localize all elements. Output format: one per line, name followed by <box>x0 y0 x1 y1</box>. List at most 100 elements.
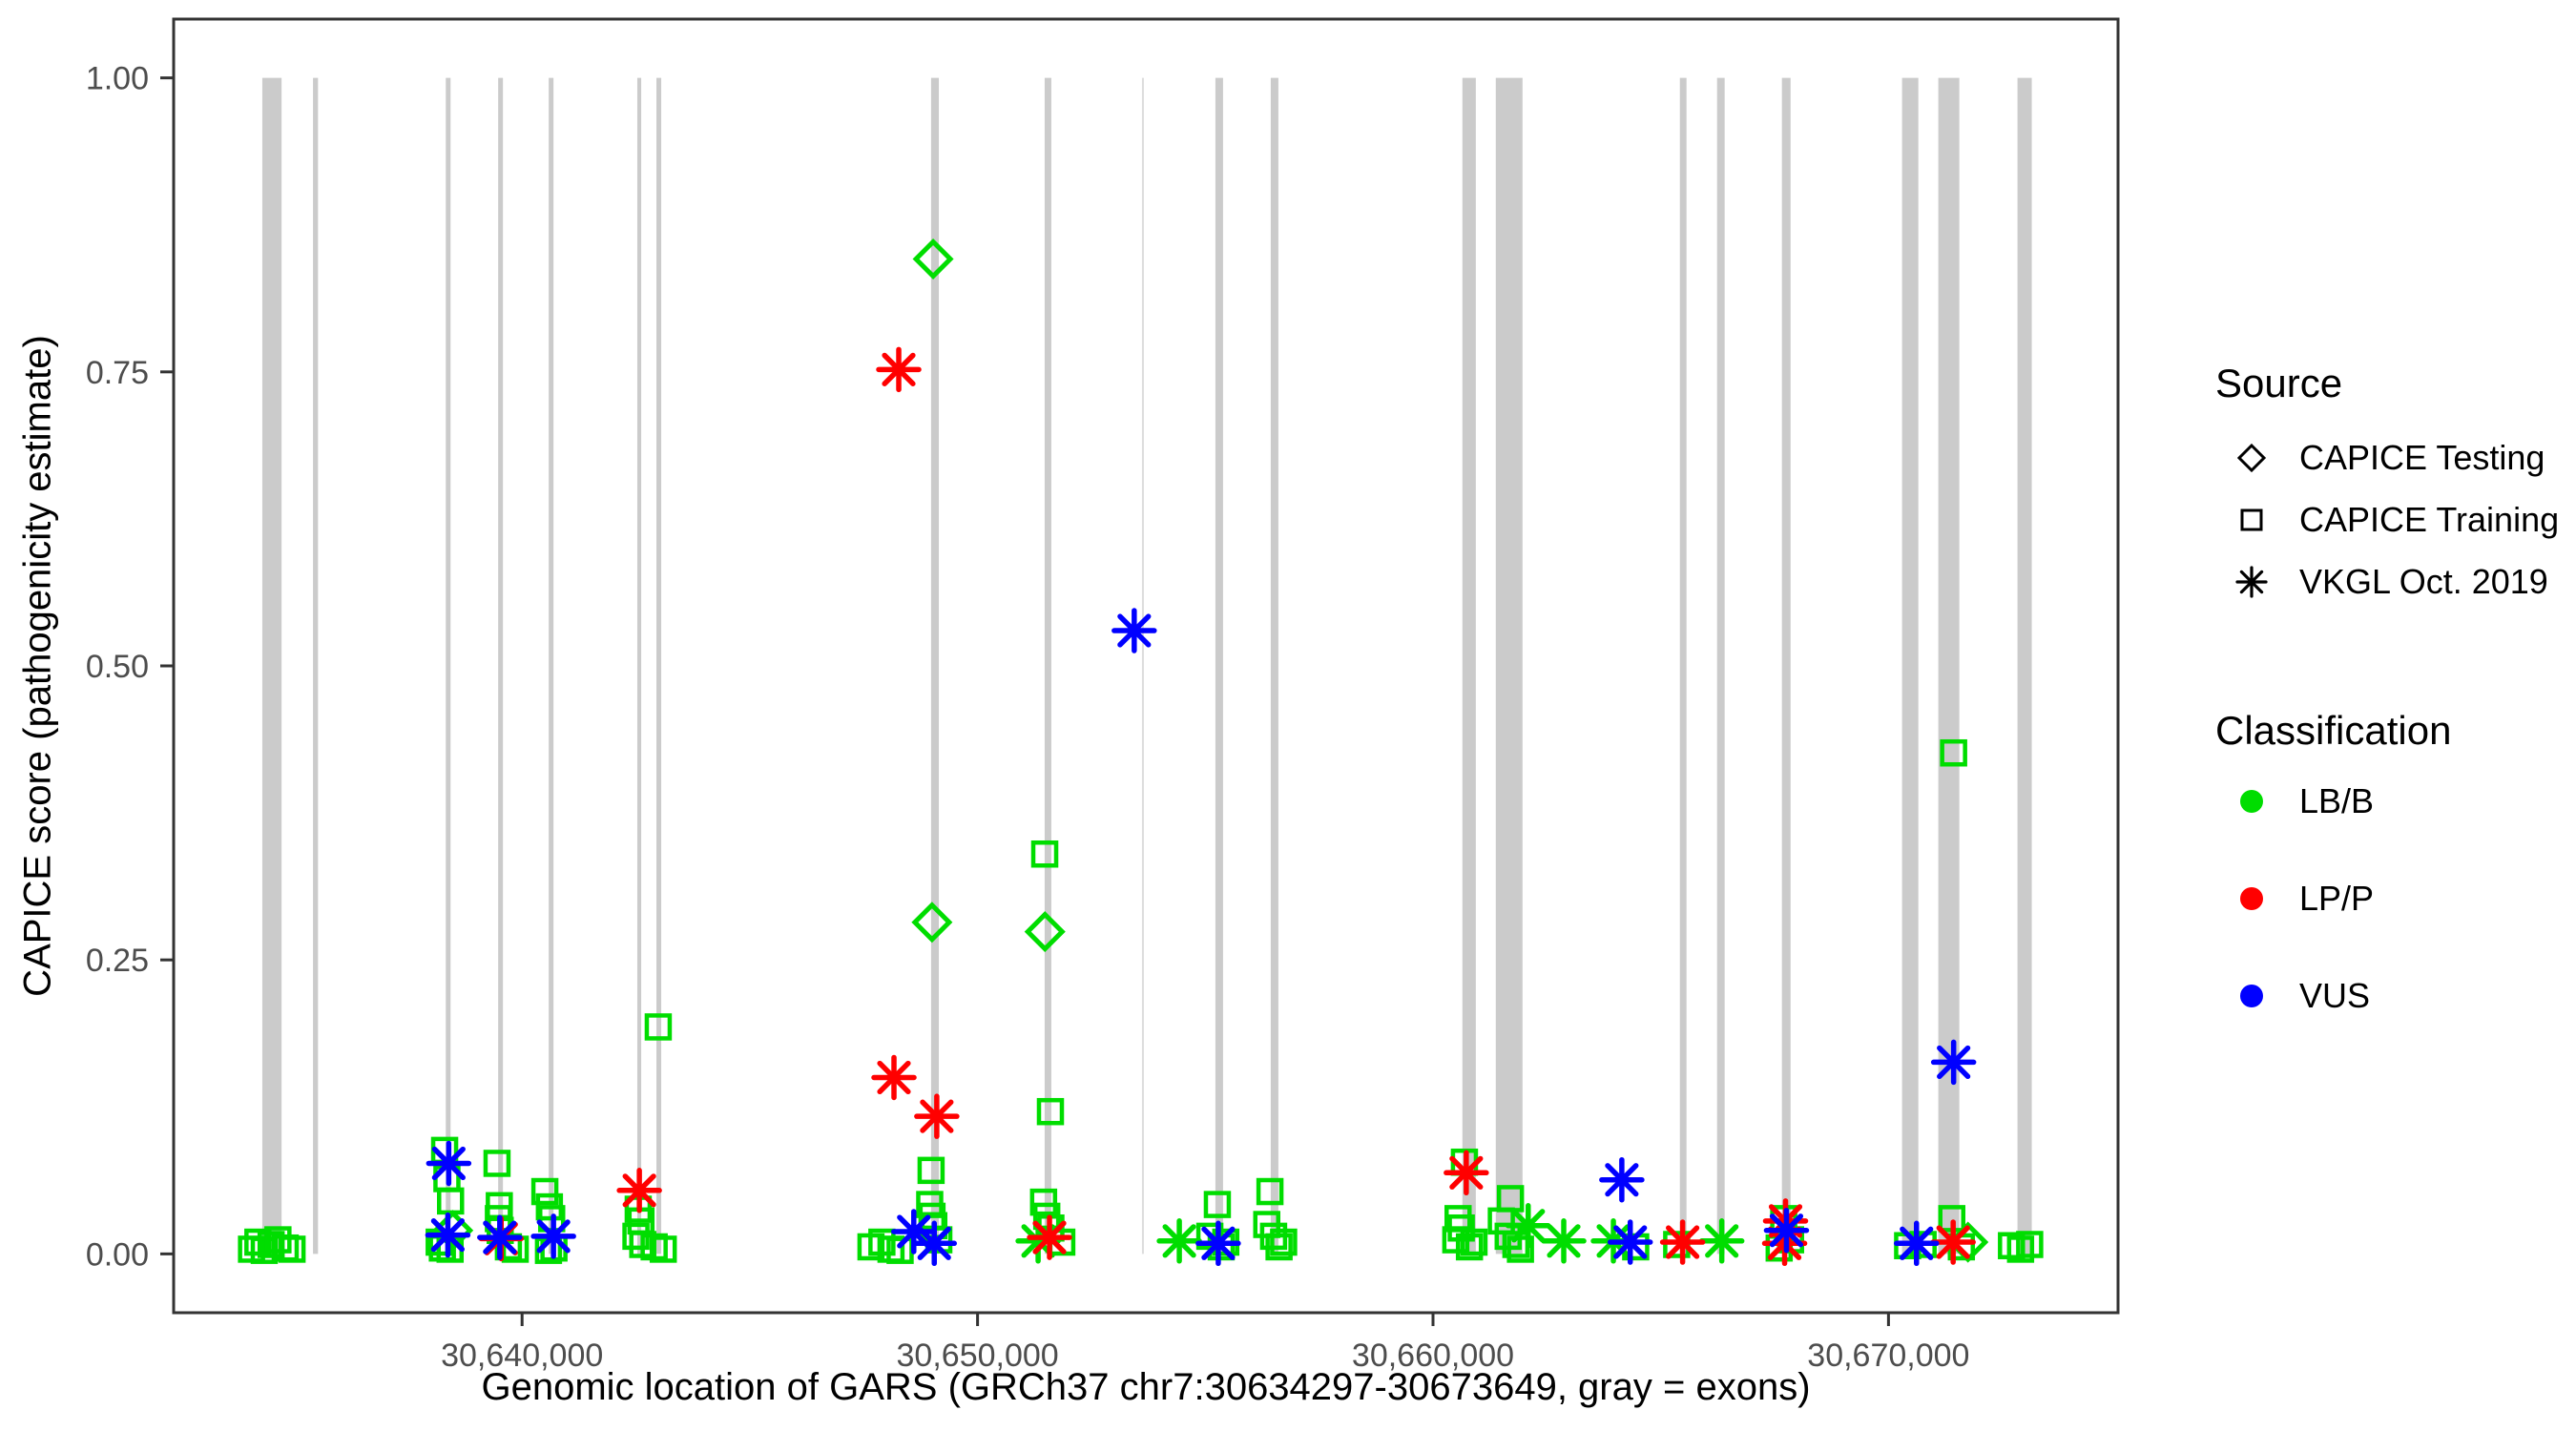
legend-item-label: CAPICE Testing <box>2299 438 2545 477</box>
point-square <box>530 1177 559 1206</box>
legend-source-title: Source <box>2215 361 2343 405</box>
point-diamond <box>911 902 953 944</box>
point-square <box>1502 1231 1530 1258</box>
exon-bar <box>446 77 451 1255</box>
point-square <box>649 1235 677 1263</box>
exon-bar <box>1495 77 1523 1255</box>
y-tick-label: 0.75 <box>86 355 149 391</box>
vus-dot-icon <box>2231 975 2273 1017</box>
exon-bar <box>1044 77 1051 1255</box>
point-asterisk <box>1763 1207 1810 1254</box>
exon-bar <box>261 77 282 1255</box>
legend-item-label: LP/P <box>2299 879 2375 918</box>
legend-item-label: VUS <box>2299 976 2371 1015</box>
legend-item-capice-training: CAPICE Training <box>2231 491 2559 549</box>
point-asterisk <box>876 346 922 393</box>
point-asterisk <box>1599 1156 1645 1203</box>
point-square <box>1940 738 1967 767</box>
x-axis-title: Genomic location of GARS (GRCh37 chr7:30… <box>481 1366 1811 1408</box>
point-square <box>917 1156 945 1185</box>
point-asterisk <box>426 1140 472 1187</box>
point-asterisk <box>1930 1039 1977 1086</box>
point-square <box>1270 1228 1298 1256</box>
point-asterisk <box>871 1054 917 1101</box>
exon-bar <box>930 77 940 1255</box>
y-axis-title-text: CAPICE score (pathogenicity estimate) <box>16 335 59 997</box>
point-square <box>1030 840 1059 868</box>
point-square <box>1203 1191 1232 1218</box>
asterisk-icon <box>2231 561 2273 603</box>
lpp-dot-icon <box>2231 878 2273 920</box>
point-asterisk <box>1195 1220 1241 1267</box>
x-tick-label: 30,670,000 <box>1807 1338 1969 1374</box>
point-square <box>2016 1231 2044 1258</box>
exon-bar <box>549 77 554 1255</box>
square-icon <box>2231 499 2273 541</box>
point-asterisk <box>616 1168 662 1213</box>
point-asterisk <box>425 1212 471 1258</box>
y-tick-label: 0.50 <box>86 649 149 685</box>
point-square <box>2006 1235 2035 1263</box>
exon-bar <box>498 77 504 1255</box>
lbb-dot-icon <box>2231 780 2273 822</box>
legend-item-lbb: LB/B <box>2231 773 2374 830</box>
y-axis-title: CAPICE score (pathogenicity estimate) <box>17 335 60 997</box>
legend-item-label: LB/B <box>2299 781 2375 820</box>
point-asterisk <box>1111 608 1157 653</box>
point-asterisk <box>477 1214 523 1260</box>
point-diamond <box>1024 911 1066 953</box>
point-square <box>1256 1177 1284 1206</box>
point-diamond <box>912 238 954 280</box>
exon-bar <box>1141 77 1144 1255</box>
point-asterisk <box>914 1093 960 1139</box>
point-asterisk <box>1659 1219 1706 1265</box>
exon-bar <box>656 77 662 1255</box>
exon-bar <box>1462 77 1476 1255</box>
legend-item-lpp: LP/P <box>2231 870 2374 927</box>
legend-item-capice-testing: CAPICE Testing <box>2231 429 2545 487</box>
diamond-icon <box>2231 437 2273 479</box>
legend-item-label: VKGL Oct. 2019 <box>2299 562 2548 601</box>
point-square <box>1455 1233 1484 1261</box>
exon-bar <box>1901 77 1919 1255</box>
exon-bar <box>1215 77 1223 1255</box>
point-asterisk <box>1156 1218 1202 1264</box>
legend-classification-title: Classification <box>2215 708 2452 753</box>
exon-bar <box>1781 77 1791 1255</box>
point-asterisk <box>1607 1219 1653 1265</box>
point-square <box>1506 1235 1534 1263</box>
x-tick-label: 30,640,000 <box>441 1338 603 1374</box>
point-square <box>1265 1233 1293 1261</box>
point-asterisk <box>1541 1218 1587 1264</box>
point-square <box>1487 1207 1515 1235</box>
exon-bar <box>1270 77 1278 1255</box>
exon-bar <box>1938 77 1960 1255</box>
legend: Source CAPICE Testing CAPICE Training <box>2202 0 2576 1431</box>
point-asterisk <box>1894 1220 1940 1267</box>
legend-item-label: CAPICE Training <box>2299 500 2560 539</box>
exon-bar <box>1716 77 1725 1255</box>
point-square <box>1207 1233 1236 1261</box>
point-asterisk <box>1930 1219 1976 1265</box>
x-tick-label: 30,660,000 <box>1352 1338 1514 1374</box>
exon-bar <box>313 77 319 1255</box>
y-tick-label: 0.25 <box>86 943 149 979</box>
point-square <box>640 1233 668 1261</box>
legend-item-vkgl: VKGL Oct. 2019 <box>2231 553 2548 611</box>
panel-border <box>172 17 2120 1315</box>
point-asterisk <box>1698 1218 1745 1264</box>
y-tick-label: 0.00 <box>86 1236 149 1273</box>
point-asterisk <box>530 1213 576 1259</box>
point-asterisk <box>1027 1214 1072 1260</box>
point-square <box>1442 1226 1470 1254</box>
point-square <box>1460 1228 1488 1256</box>
point-square <box>1998 1232 2025 1259</box>
point-asterisk <box>1444 1150 1489 1196</box>
point-square <box>1029 1188 1058 1216</box>
point-square <box>483 1150 511 1177</box>
point-square <box>1036 1097 1065 1126</box>
exon-bar <box>636 77 642 1255</box>
legend-item-vus: VUS <box>2231 967 2370 1025</box>
